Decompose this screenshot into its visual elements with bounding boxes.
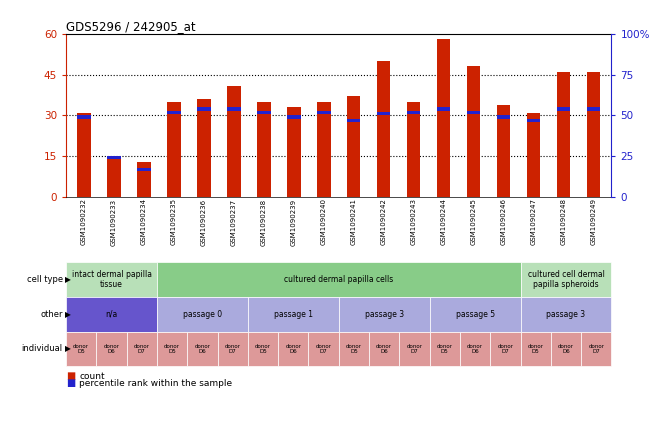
Bar — [287, 115, 301, 119]
Bar — [317, 102, 330, 197]
Text: ▶: ▶ — [65, 275, 71, 284]
Bar — [557, 107, 570, 110]
Bar — [557, 72, 570, 197]
Bar — [227, 85, 241, 197]
Text: cultured dermal papilla cells: cultured dermal papilla cells — [284, 275, 393, 284]
Text: donor
D5: donor D5 — [437, 343, 453, 354]
Bar — [497, 104, 510, 197]
Bar — [77, 113, 91, 197]
Bar — [407, 110, 420, 114]
Text: GDS5296 / 242905_at: GDS5296 / 242905_at — [66, 20, 196, 33]
Bar — [257, 110, 270, 114]
Bar — [467, 66, 481, 197]
Text: donor
D5: donor D5 — [346, 343, 362, 354]
Bar — [527, 119, 540, 122]
Text: donor
D5: donor D5 — [255, 343, 271, 354]
Text: other: other — [40, 310, 63, 319]
Bar — [167, 102, 180, 197]
Bar — [77, 115, 91, 119]
Text: cell type: cell type — [26, 275, 63, 284]
Text: ▶: ▶ — [65, 344, 71, 354]
Text: cultured cell dermal
papilla spheroids: cultured cell dermal papilla spheroids — [527, 270, 604, 289]
Text: individual: individual — [22, 344, 63, 354]
Bar — [527, 113, 540, 197]
Bar — [497, 115, 510, 119]
Text: donor
D6: donor D6 — [558, 343, 574, 354]
Bar — [197, 99, 211, 197]
Bar — [377, 112, 391, 115]
Bar — [347, 119, 360, 122]
Text: ■: ■ — [66, 371, 75, 381]
Bar — [137, 168, 151, 171]
Text: donor
D6: donor D6 — [286, 343, 301, 354]
Text: count: count — [79, 371, 105, 381]
Bar — [227, 107, 241, 110]
Text: donor
D7: donor D7 — [315, 343, 332, 354]
Text: donor
D7: donor D7 — [134, 343, 150, 354]
Text: percentile rank within the sample: percentile rank within the sample — [79, 379, 233, 388]
Bar — [317, 110, 330, 114]
Bar — [167, 110, 180, 114]
Bar — [437, 107, 450, 110]
Bar — [407, 102, 420, 197]
Bar — [377, 61, 391, 197]
Bar — [467, 110, 481, 114]
Text: passage 3: passage 3 — [547, 310, 586, 319]
Text: intact dermal papilla
tissue: intact dermal papilla tissue — [71, 270, 151, 289]
Bar — [107, 156, 121, 197]
Bar — [587, 72, 600, 197]
Text: donor
D5: donor D5 — [164, 343, 180, 354]
Text: passage 1: passage 1 — [274, 310, 313, 319]
Text: donor
D6: donor D6 — [376, 343, 392, 354]
Text: donor
D5: donor D5 — [73, 343, 89, 354]
Bar — [257, 102, 270, 197]
Bar — [347, 96, 360, 197]
Text: donor
D5: donor D5 — [527, 343, 544, 354]
Text: ▶: ▶ — [65, 310, 71, 319]
Text: donor
D6: donor D6 — [194, 343, 210, 354]
Text: donor
D7: donor D7 — [225, 343, 241, 354]
Text: donor
D6: donor D6 — [467, 343, 483, 354]
Bar — [437, 39, 450, 197]
Bar — [287, 107, 301, 197]
Text: passage 3: passage 3 — [365, 310, 404, 319]
Bar — [137, 162, 151, 197]
Text: passage 0: passage 0 — [183, 310, 222, 319]
Bar — [587, 107, 600, 110]
Bar — [197, 107, 211, 110]
Text: passage 5: passage 5 — [455, 310, 494, 319]
Text: donor
D7: donor D7 — [497, 343, 514, 354]
Bar — [107, 156, 121, 159]
Text: donor
D6: donor D6 — [104, 343, 120, 354]
Text: donor
D7: donor D7 — [407, 343, 422, 354]
Text: donor
D7: donor D7 — [588, 343, 604, 354]
Text: n/a: n/a — [105, 310, 118, 319]
Text: ■: ■ — [66, 378, 75, 388]
